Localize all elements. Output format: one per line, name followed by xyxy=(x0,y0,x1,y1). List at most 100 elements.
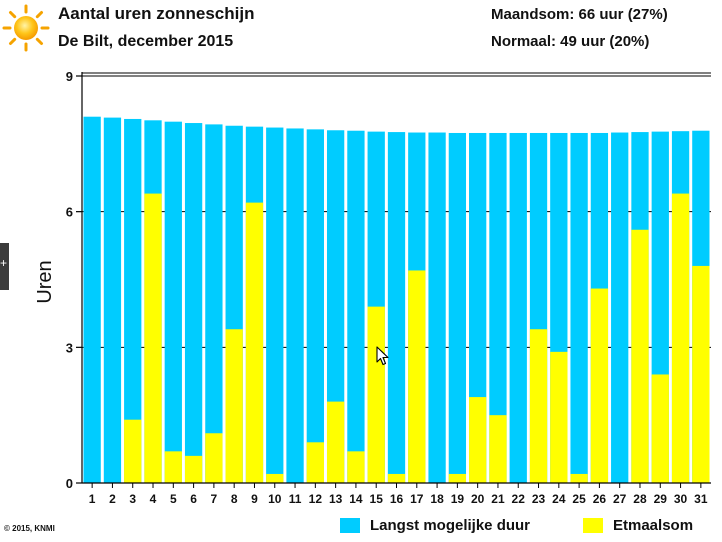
bar-daily-sum xyxy=(529,329,548,483)
bar-max-duration xyxy=(205,124,223,483)
bar-max-duration xyxy=(448,132,467,484)
x-tick-label: 3 xyxy=(129,492,136,506)
bar-max-duration xyxy=(124,118,142,483)
x-tick-label: 2 xyxy=(109,492,116,506)
bar-max-duration xyxy=(469,132,487,484)
bar-daily-sum xyxy=(347,451,365,483)
bar-daily-sum xyxy=(387,473,406,483)
legend-item-daily-sum: Etmaalsom xyxy=(583,515,693,535)
legend-item-max-duration: Langst mogelijke duur xyxy=(340,515,530,535)
bar-daily-sum xyxy=(570,473,588,483)
bar-max-duration xyxy=(509,132,527,484)
bar-max-duration xyxy=(326,130,345,483)
bar-daily-sum xyxy=(590,288,609,483)
bar-max-duration xyxy=(286,128,304,484)
x-tick-label: 20 xyxy=(471,492,485,506)
chart-title: Aantal uren zonneschijn xyxy=(58,4,255,23)
bar-daily-sum xyxy=(205,433,223,483)
x-tick-label: 11 xyxy=(289,492,302,506)
x-tick-label: 7 xyxy=(211,492,218,506)
y-tick-label: 6 xyxy=(66,205,73,220)
x-tick-label: 21 xyxy=(491,492,505,506)
x-tick-label: 30 xyxy=(674,492,688,506)
y-tick-label: 0 xyxy=(66,476,73,491)
x-tick-label: 28 xyxy=(633,492,647,506)
x-tick-label: 19 xyxy=(451,492,465,506)
bar-max-duration xyxy=(164,121,182,484)
x-tick-label: 18 xyxy=(430,492,444,506)
bar-daily-sum xyxy=(124,419,142,483)
panel-tab-icon[interactable] xyxy=(0,243,9,290)
bar-max-duration xyxy=(83,116,101,483)
bar-daily-sum xyxy=(469,397,487,483)
bar-daily-sum xyxy=(367,306,385,483)
normal-stat: Normaal: 49 uur (20%) xyxy=(491,33,650,50)
bar-daily-sum xyxy=(144,193,162,484)
bar-daily-sum xyxy=(326,401,345,483)
bar-daily-sum xyxy=(408,270,426,483)
y-tick-label: 3 xyxy=(66,340,73,355)
bar-daily-sum xyxy=(651,374,669,483)
x-tick-labels: 1 2 3 4 5 6 7 8 9 10 11 12 13 14 15 16 17 18 19 20 21 22 23 24 2… xyxy=(89,492,708,506)
legend-label-daily-sum: Etmaalsom xyxy=(613,516,694,534)
x-tick-label: 8 xyxy=(231,492,238,506)
bar-daily-sum xyxy=(448,473,467,483)
month-total-stat: Maandsom: 66 uur (27%) xyxy=(491,6,668,23)
x-tick-label: 29 xyxy=(654,492,668,506)
bar-daily-sum xyxy=(671,193,690,484)
x-tick-label: 10 xyxy=(268,492,282,506)
bar-max-duration xyxy=(387,132,406,483)
bar-daily-sum xyxy=(306,442,324,483)
x-tick-label: 27 xyxy=(613,492,627,506)
mouse-pointer-icon xyxy=(376,346,389,366)
y-axis-label: Uren xyxy=(34,260,56,303)
bar-daily-sum xyxy=(631,229,649,483)
bar-daily-sum xyxy=(692,265,710,483)
x-tick-label: 6 xyxy=(190,492,197,506)
x-tick-label: 15 xyxy=(370,492,384,506)
x-tick-label: 12 xyxy=(309,492,323,506)
x-tick-label: 26 xyxy=(593,492,607,506)
x-tick-label: 22 xyxy=(512,492,526,506)
bar-daily-sum xyxy=(489,415,507,483)
axes xyxy=(76,72,711,488)
bar-max-duration xyxy=(306,129,324,483)
x-tick-label: 16 xyxy=(390,492,404,506)
bar-daily-sum xyxy=(184,455,203,483)
bar-daily-sum xyxy=(225,329,243,483)
x-tick-label: 23 xyxy=(532,492,546,506)
bar-max-duration xyxy=(184,123,203,483)
copyright-notice: © 2015, KNMI xyxy=(4,524,55,533)
bar-max-duration xyxy=(103,117,122,484)
x-tick-label: 31 xyxy=(694,492,708,506)
legend-label-max-duration: Langst mogelijke duur xyxy=(370,516,531,534)
legend-swatch-daily-sum xyxy=(583,517,603,533)
x-tick-label: 24 xyxy=(552,492,566,506)
bar-max-duration xyxy=(347,130,365,484)
legend-swatch-max-duration xyxy=(340,517,360,533)
sun-icon xyxy=(2,4,50,52)
bar-daily-sum xyxy=(550,351,568,483)
x-tick-label: 17 xyxy=(410,492,424,506)
daily-sum-bars xyxy=(124,193,710,484)
x-tick-label: 25 xyxy=(572,492,586,506)
y-tick-label: 9 xyxy=(66,69,73,84)
bar-max-duration xyxy=(570,132,588,484)
bar-daily-sum xyxy=(266,473,284,483)
bar-max-duration xyxy=(428,132,446,483)
y-tick-labels: 0 3 6 9 xyxy=(66,69,73,491)
x-tick-label: 9 xyxy=(251,492,258,506)
max-duration-bars xyxy=(83,116,710,484)
bar-max-duration xyxy=(489,132,507,484)
bar-max-duration xyxy=(266,127,284,483)
bar-max-duration xyxy=(611,132,629,483)
bar-daily-sum xyxy=(245,202,264,483)
bar-daily-sum xyxy=(164,451,182,483)
x-tick-label: 1 xyxy=(89,492,96,506)
chart-subtitle: De Bilt, december 2015 xyxy=(58,33,234,50)
panel-tab-glyph: + xyxy=(0,256,7,270)
x-tick-label: 14 xyxy=(349,492,363,506)
x-tick-label: 5 xyxy=(170,492,177,506)
x-tick-label: 13 xyxy=(329,492,343,506)
